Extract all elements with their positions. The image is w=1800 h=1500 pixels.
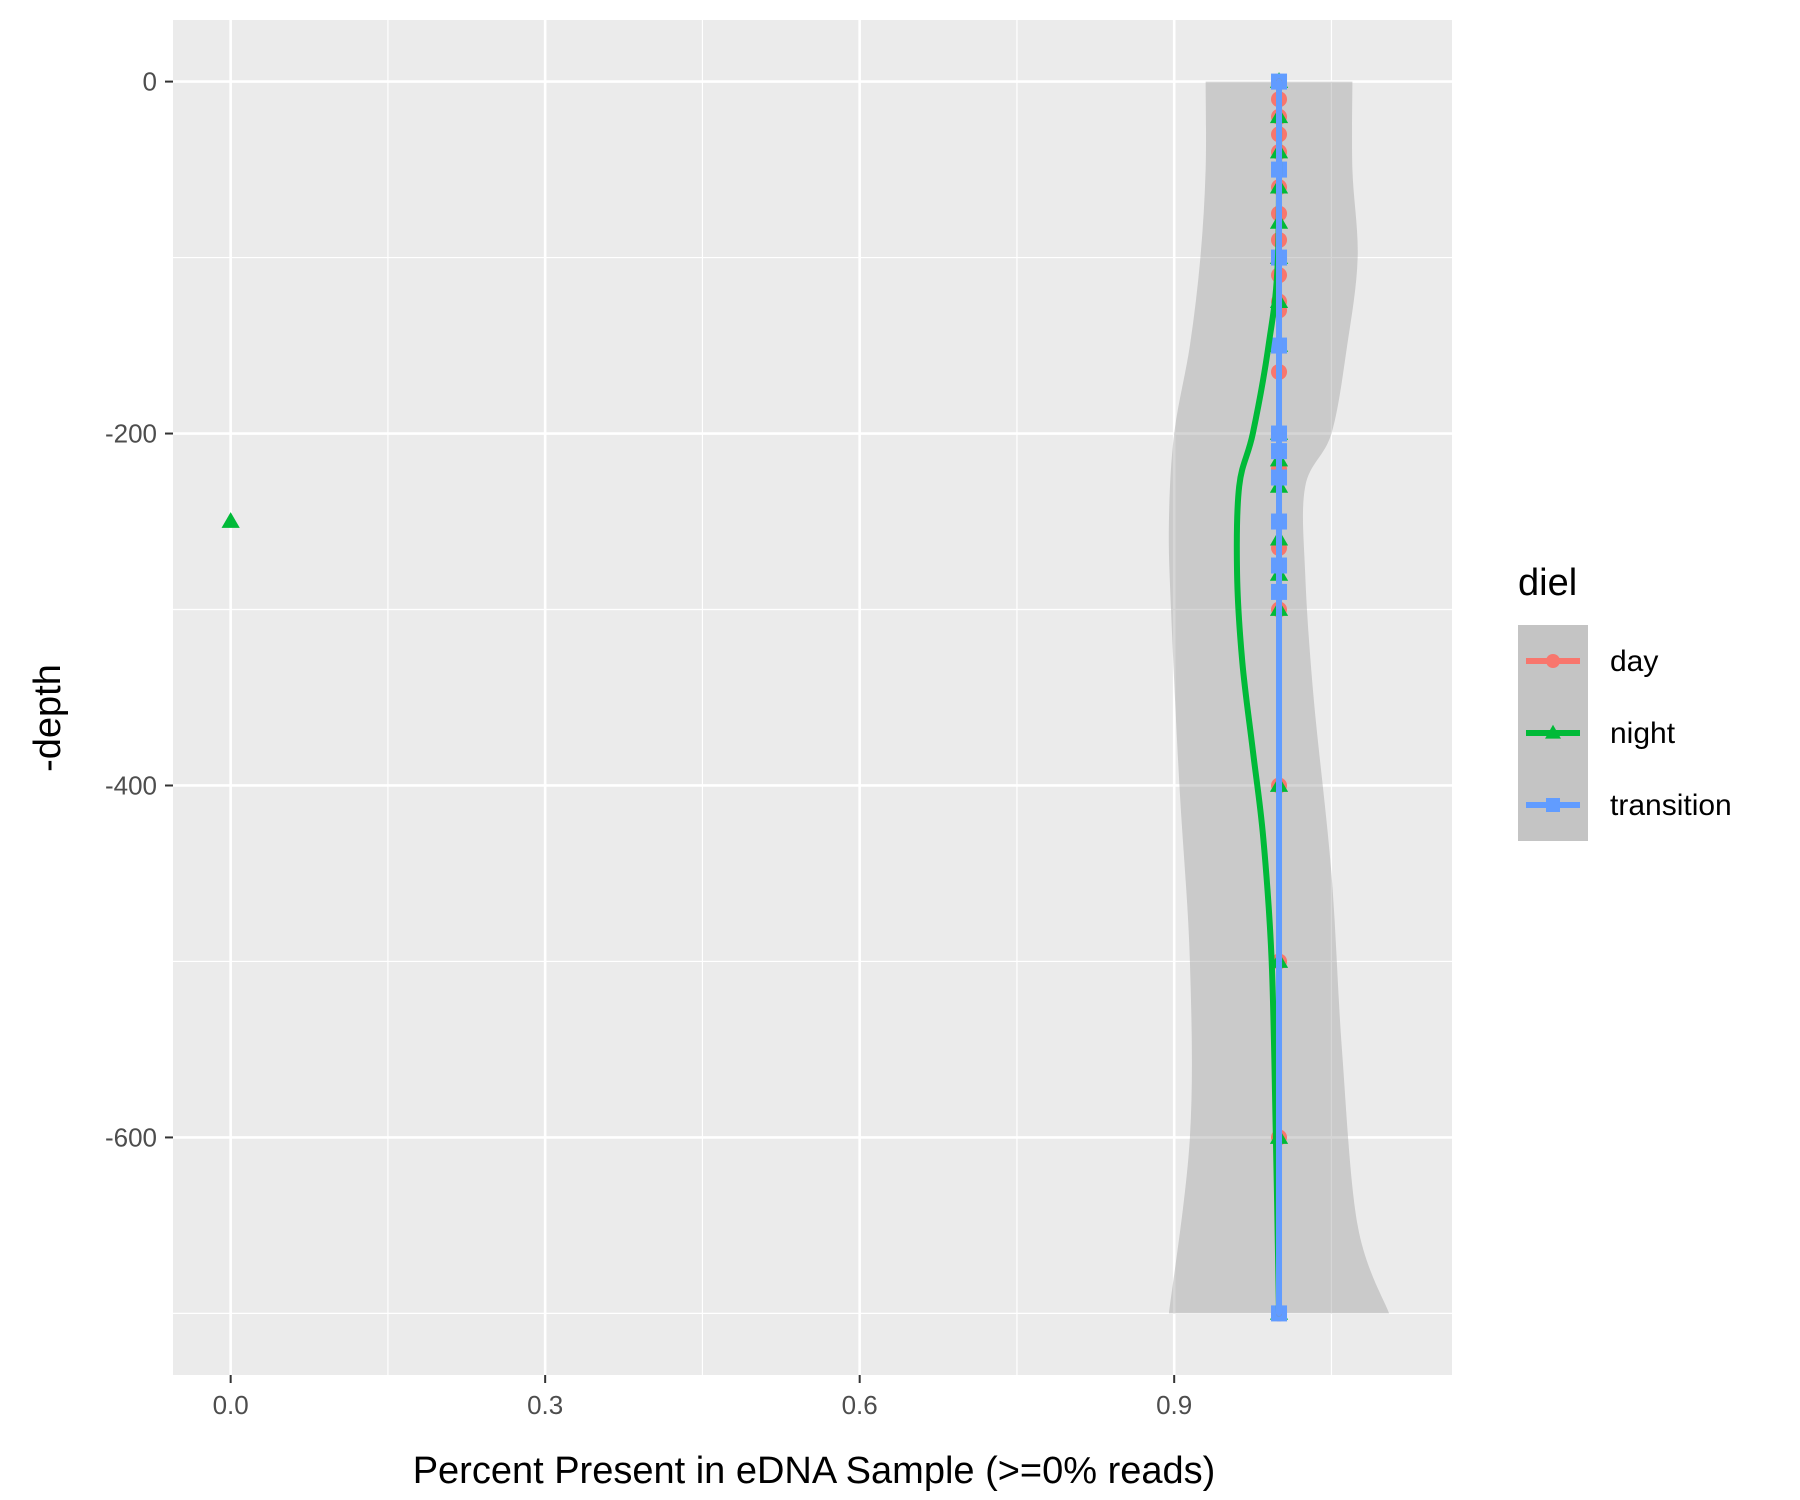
smooth-line-night [1233,78,1283,1317]
panel-background [173,20,1452,1375]
y-axis-title: -depth [27,664,69,772]
x-tick-label: 0.0 [213,1390,249,1420]
legend-title: diel [1518,562,1577,604]
plot-panel [173,20,1452,1375]
legend-label-night: night [1610,717,1676,750]
y-tick-label: -600 [105,1122,157,1152]
grid [173,20,1452,1375]
point-night [221,512,240,528]
legend-key-marker-transition [1546,798,1560,812]
y-tick-label: 0 [143,67,157,97]
legend-keys: day night transition [1518,625,1732,841]
x-tick-label: 0.6 [842,1390,878,1420]
legend: diel day night transition [1518,562,1732,841]
legend-key-marker-night [1545,724,1561,739]
x-axis-title: Percent Present in eDNA Sample (>=0% rea… [413,1450,1216,1492]
axes: 0.0 0.3 0.6 0.9 0 -200 -400 -600 [105,67,1192,1420]
smooth-lines [1233,78,1283,1317]
x-tick-label: 0.3 [527,1390,563,1420]
y-tick-label: -200 [105,419,157,449]
legend-label-day: day [1610,645,1658,678]
legend-label-transition: transition [1610,789,1732,822]
x-tick-label: 0.9 [1156,1390,1192,1420]
y-tick-label: -400 [105,770,157,800]
legend-key-marker-day [1546,654,1560,668]
